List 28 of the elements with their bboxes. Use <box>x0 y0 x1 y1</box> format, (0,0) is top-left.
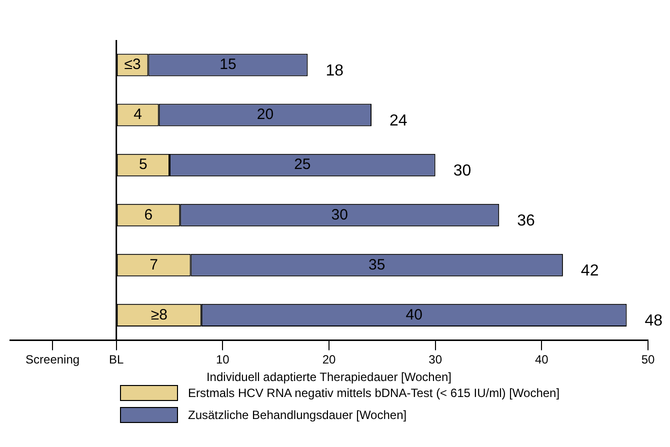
total-label: 24 <box>390 112 408 130</box>
x-tick-label: 40 <box>534 352 549 367</box>
total-label: 30 <box>453 162 472 180</box>
data-label: 20 <box>256 106 274 124</box>
data-label: ≥8 <box>150 306 168 324</box>
data-label: 6 <box>144 206 153 224</box>
total-label: 42 <box>580 262 599 280</box>
x-axis-title: Individuell adaptierte Therapiedauer [Wochen] <box>206 370 452 384</box>
x-tick-label: 30 <box>428 352 442 367</box>
data-label: 5 <box>138 156 148 174</box>
data-label: ≤3 <box>124 56 141 74</box>
x-tick-label: 20 <box>322 352 336 367</box>
total-label: 36 <box>517 212 536 230</box>
data-label: 7 <box>150 256 158 274</box>
legend-label: Erstmals HCV RNA negativ mittels bDNA-Test (< 615 IU/ml) [Wochen] <box>188 386 560 400</box>
data-label: 30 <box>331 206 348 224</box>
data-label: 15 <box>220 56 236 74</box>
total-label: 18 <box>326 62 344 80</box>
x-tick-label: 50 <box>641 352 655 367</box>
legend-label: Zusätzliche Behandlungsdauer [Wochen] <box>188 408 407 422</box>
total-label: 48 <box>644 312 663 330</box>
data-label: 25 <box>294 156 311 174</box>
data-label: 40 <box>406 306 422 324</box>
x-tick-label: 10 <box>216 352 230 367</box>
data-label: 35 <box>368 256 386 274</box>
data-label: 4 <box>134 106 142 124</box>
x-tick-label: BL <box>108 352 124 367</box>
x-tick-label: Screening <box>26 352 80 367</box>
